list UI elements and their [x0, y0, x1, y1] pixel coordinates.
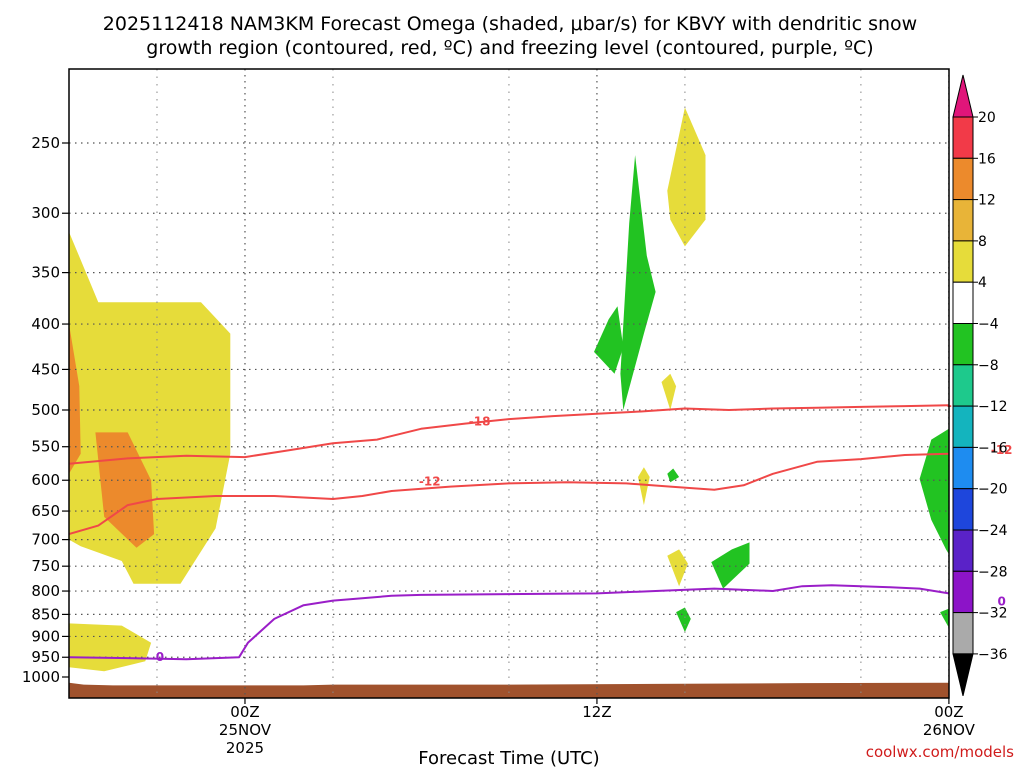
chart-title-line2: growth region (contoured, red, ºC) and f… — [146, 37, 873, 59]
y-tick-label-400: 400 — [31, 315, 60, 333]
colorbar-swatch-11 — [952, 570, 974, 614]
contour-line-0 — [69, 404, 949, 465]
omega-region-22 — [940, 608, 949, 628]
x-tick-label-30: 00Z — [934, 703, 963, 721]
x-tick-label-18: 12Z — [582, 703, 611, 721]
contour-label-2-1: 0 — [998, 594, 1006, 608]
contour-label-1-1: -12 — [991, 443, 1013, 457]
colorbar-swatch-8 — [952, 446, 974, 490]
omega-region-7 — [667, 549, 688, 587]
contour-label-1-0: -12 — [419, 475, 441, 489]
colorbar-swatch-12 — [952, 612, 974, 655]
omega-region-2 — [69, 324, 81, 474]
terrain-fill — [69, 682, 949, 698]
colorbar-swatch-4 — [952, 281, 974, 325]
y-axis-ticks: 250 300 350 400 450 500 550 600 650 700 750 800 850 9… — [22, 134, 69, 686]
colorbar-swatch-1 — [952, 157, 974, 201]
y-tick-label-650: 650 — [31, 502, 60, 520]
colorbar-top-arrow — [952, 74, 974, 118]
colorbar-bottom-arrow — [952, 653, 974, 697]
omega-region-5 — [661, 373, 677, 410]
omega-region-3 — [95, 432, 155, 548]
colorbar-tick-label-4: 4 — [978, 275, 987, 291]
omega-region-15 — [711, 542, 750, 589]
colorbar-swatch-10 — [952, 529, 974, 572]
y-tick-label-550: 550 — [31, 438, 60, 456]
colorbar: 20 16 12 8 4 −4 −8 −12 −16 −20 −24 −28 −32 −36 — [952, 74, 1008, 697]
omega-region-16 — [676, 607, 691, 633]
omega-region-12 — [620, 155, 656, 410]
omega-region-13 — [594, 306, 624, 374]
omega-region-14 — [667, 468, 680, 483]
y-tick-label-600: 600 — [31, 471, 60, 489]
credit-link[interactable]: coolwx.com/models — [866, 743, 1014, 761]
x-tick-date-30: 26NOV — [923, 721, 976, 739]
contour-labels: -18-18-18-12-12-12000 — [156, 398, 1013, 664]
colorbar-tick-label-0: 20 — [978, 110, 996, 126]
y-tick-label-350: 350 — [31, 264, 60, 282]
colorbar-tick-label-8: −16 — [978, 440, 1008, 456]
colorbar-tick-label-2: 12 — [978, 193, 996, 209]
omega-region-1 — [69, 623, 152, 672]
x-axis-ticks: 00Z25NOV202512Z00Z26NOV12Z00Z27NOV — [219, 698, 976, 757]
omega-region-4 — [667, 107, 706, 247]
y-tick-label-1000: 1000 — [22, 668, 60, 686]
chart-title-line1: 2025112418 NAM3KM Forecast Omega (shaded… — [103, 13, 917, 35]
y-tick-label-750: 750 — [31, 557, 60, 575]
colorbar-tick-label-5: −4 — [978, 317, 999, 333]
x-tick-year-6: 2025 — [226, 739, 264, 757]
colorbar-tick-label-12: −32 — [978, 606, 1008, 622]
colorbar-tick-label-9: −20 — [978, 482, 1008, 498]
colorbar-tick-label-7: −12 — [978, 399, 1008, 415]
colorbar-swatch-7 — [952, 405, 974, 448]
y-tick-label-450: 450 — [31, 360, 60, 378]
colorbar-tick-label-6: −8 — [978, 358, 999, 374]
y-tick-label-500: 500 — [31, 401, 60, 419]
contour-line-2 — [69, 584, 949, 661]
y-tick-label-300: 300 — [31, 204, 60, 222]
contour-label-2-0: 0 — [156, 650, 164, 664]
terrain-polygon — [69, 682, 949, 698]
colorbar-tick-label-11: −28 — [978, 564, 1008, 580]
y-tick-label-700: 700 — [31, 531, 60, 549]
colorbar-swatch-6 — [952, 364, 974, 407]
y-tick-label-950: 950 — [31, 648, 60, 666]
x-axis-label: Forecast Time (UTC) — [418, 748, 599, 768]
colorbar-swatch-0 — [952, 116, 974, 159]
y-tick-label-900: 900 — [31, 627, 60, 645]
colorbar-swatch-9 — [952, 488, 974, 531]
colorbar-tick-label-1: 16 — [978, 151, 996, 167]
colorbar-swatch-5 — [952, 323, 974, 366]
colorbar-swatch-3 — [952, 240, 974, 283]
grid-lines — [69, 69, 950, 698]
colorbar-swatch-2 — [952, 199, 974, 242]
y-tick-label-850: 850 — [31, 605, 60, 623]
colorbar-tick-label-13: −36 — [978, 647, 1008, 663]
colorbar-tick-label-10: −24 — [978, 523, 1008, 539]
y-tick-label-250: 250 — [31, 134, 60, 152]
plot-frame — [68, 68, 950, 699]
x-tick-date-6: 25NOV — [219, 721, 272, 739]
omega-region-6 — [638, 467, 650, 506]
y-tick-label-800: 800 — [31, 582, 60, 600]
x-tick-label-6: 00Z — [230, 703, 259, 721]
colorbar-tick-label-3: 8 — [978, 234, 987, 250]
contour-label-0-0: -18 — [469, 414, 491, 428]
omega-shaded-regions — [69, 107, 949, 672]
omega-region-17 — [919, 428, 949, 555]
